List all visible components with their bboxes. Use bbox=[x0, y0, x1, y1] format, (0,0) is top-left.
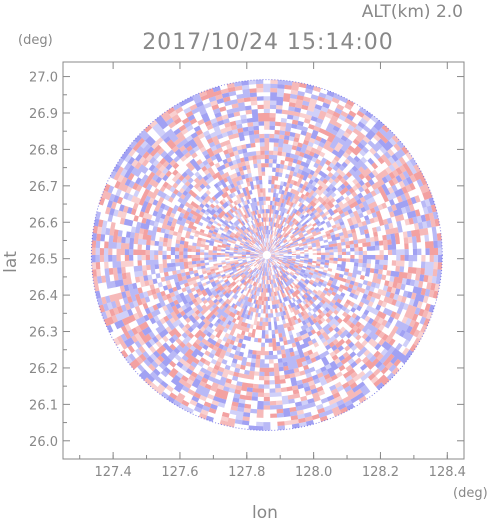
y-unit-label: (deg) bbox=[18, 33, 53, 48]
x-tick-label: 128.0 bbox=[295, 465, 332, 480]
scan-boundary bbox=[90, 79, 443, 431]
y-tick-label: 26.1 bbox=[29, 398, 58, 413]
y-tick-label: 26.8 bbox=[29, 143, 58, 158]
y-axis-label: lat bbox=[1, 251, 21, 273]
y-tick-label: 26.6 bbox=[29, 216, 58, 231]
y-tick-label: 26.3 bbox=[29, 326, 58, 341]
y-tick-label: 27.0 bbox=[29, 71, 58, 86]
y-tick-label: 26.7 bbox=[29, 180, 58, 195]
x-tick-label: 128.2 bbox=[362, 465, 399, 480]
y-tick-label: 26.2 bbox=[29, 362, 58, 377]
y-tick-label: 26.4 bbox=[29, 289, 58, 304]
negative-echo-cells bbox=[91, 80, 443, 431]
x-unit-label: (deg) bbox=[453, 486, 488, 501]
x-tick-label: 127.4 bbox=[95, 465, 132, 480]
y-tick-label: 26.5 bbox=[29, 253, 58, 268]
positive-echo-cells bbox=[91, 81, 438, 428]
reflectivity-field bbox=[91, 79, 443, 431]
x-tick-label: 127.6 bbox=[161, 465, 198, 480]
x-axis-label: lon bbox=[252, 503, 278, 521]
plot-frame bbox=[62, 61, 465, 460]
altitude-label: ALT(km) 2.0 bbox=[362, 2, 463, 22]
y-axis-ticks: 26.0 26.1 26.2 26.3 26.4 26.5 26.6 26.7 26.8 26.9… bbox=[29, 71, 464, 450]
x-tick-label: 127.8 bbox=[228, 465, 265, 480]
chart-title: 2017/10/24 15:14:00 bbox=[142, 30, 394, 55]
positive-echo bbox=[91, 79, 443, 428]
negative-echo-cells bbox=[95, 79, 443, 428]
x-tick-label: 128.4 bbox=[429, 465, 466, 480]
negative-echo bbox=[91, 79, 443, 431]
x-axis-ticks: 127.4 127.6 127.8 128.0 128.2 128.4 bbox=[79, 62, 466, 480]
y-tick-label: 26.9 bbox=[29, 107, 58, 122]
y-tick-label: 26.0 bbox=[29, 435, 58, 450]
